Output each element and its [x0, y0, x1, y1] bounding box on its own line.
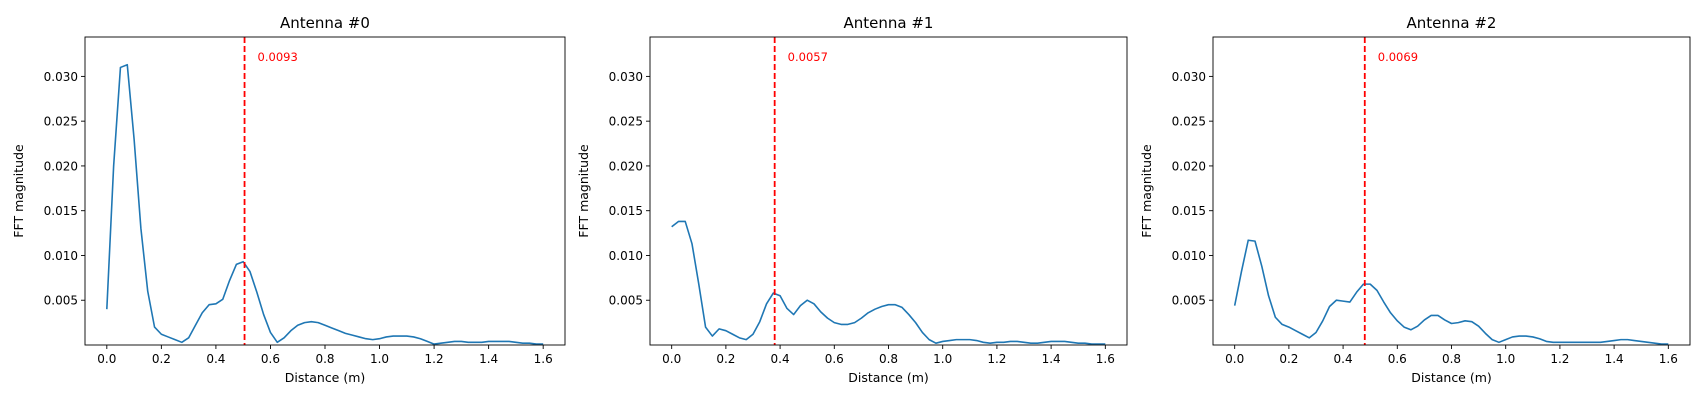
y-tick-label: 0.015 — [44, 204, 78, 218]
chart-panel-1: Antenna #1 0.0 0.2 0.4 0.6 0.8 1.0 1.2 1.4 1.6 0.0… — [576, 14, 1128, 385]
chart-title: Antenna #1 — [844, 14, 934, 32]
y-axis-label: FFT magnitude — [11, 144, 26, 238]
y-tick-label: 0.010 — [609, 249, 643, 263]
x-tick-label: 1.4 — [1042, 352, 1061, 366]
x-tick-label: 1.6 — [534, 352, 553, 366]
x-tick-label: 0.8 — [315, 352, 334, 366]
y-axis-label: FFT magnitude — [1139, 144, 1154, 238]
x-tick-label: 0.4 — [206, 352, 225, 366]
y-tick-label: 0.020 — [1172, 159, 1206, 173]
x-tick-label: 0.6 — [1388, 352, 1407, 366]
x-tick-label: 1.2 — [987, 352, 1006, 366]
y-tick-label: 0.015 — [609, 204, 643, 218]
series-line — [1233, 239, 1669, 345]
x-tick-label: 1.2 — [1550, 352, 1569, 366]
chart-title: Antenna #2 — [1407, 14, 1497, 32]
x-tick-label: 1.0 — [933, 352, 952, 366]
plot-frame — [84, 36, 566, 346]
peak-marker-label: 0.0057 — [788, 50, 828, 64]
x-axis-label: Distance (m) — [285, 370, 366, 385]
series-line — [671, 220, 1106, 345]
x-tick-label: 1.2 — [425, 352, 444, 366]
chart-title: Antenna #0 — [280, 14, 370, 32]
y-tick-label: 0.005 — [609, 294, 643, 308]
y-axis-label: FFT magnitude — [576, 144, 591, 238]
x-tick-label: 0.0 — [97, 352, 116, 366]
x-tick-label: 0.8 — [879, 352, 898, 366]
plot-frame — [1212, 36, 1691, 346]
x-tick-label: 1.6 — [1659, 352, 1678, 366]
x-tick-label: 1.4 — [1605, 352, 1624, 366]
x-tick-label: 0.2 — [1279, 352, 1298, 366]
peak-marker-label: 0.0069 — [1378, 50, 1418, 64]
x-tick-label: 0.2 — [716, 352, 735, 366]
x-axis-label: Distance (m) — [848, 370, 929, 385]
y-tick-label: 0.005 — [1172, 294, 1206, 308]
y-tick-label: 0.025 — [1172, 115, 1206, 129]
y-tick-label: 0.020 — [609, 159, 643, 173]
chart-panel-0: Antenna #0 0.0 0.2 0.4 0.6 0.8 1.0 1.2 1.4 1.6 0.0… — [11, 14, 566, 385]
x-tick-label: 0.0 — [662, 352, 681, 366]
x-tick-label: 1.4 — [479, 352, 498, 366]
x-tick-label: 0.8 — [1442, 352, 1461, 366]
x-tick-label: 0.6 — [825, 352, 844, 366]
chart-panel-2: Antenna #2 0.0 0.2 0.4 0.6 0.8 1.0 1.2 1.4 1.6 0.0… — [1139, 14, 1691, 385]
y-tick-label: 0.010 — [1172, 249, 1206, 263]
x-tick-label: 0.4 — [771, 352, 790, 366]
y-tick-label: 0.020 — [44, 159, 78, 173]
y-tick-label: 0.005 — [44, 294, 78, 308]
x-tick-label: 0.2 — [152, 352, 171, 366]
y-tick-label: 0.025 — [44, 115, 78, 129]
x-tick-label: 0.0 — [1225, 352, 1244, 366]
x-tick-label: 0.4 — [1334, 352, 1353, 366]
y-tick-label: 0.015 — [1172, 204, 1206, 218]
x-tick-label: 1.0 — [1496, 352, 1515, 366]
series-line — [106, 63, 544, 345]
y-tick-label: 0.030 — [609, 70, 643, 84]
x-tick-label: 1.6 — [1096, 352, 1115, 366]
peak-marker-label: 0.0093 — [258, 50, 298, 64]
x-tick-label: 0.6 — [261, 352, 280, 366]
y-tick-label: 0.030 — [1172, 70, 1206, 84]
x-tick-label: 1.0 — [370, 352, 389, 366]
plot-frame — [649, 36, 1128, 346]
y-tick-label: 0.030 — [44, 70, 78, 84]
x-axis-label: Distance (m) — [1411, 370, 1492, 385]
y-tick-label: 0.010 — [44, 249, 78, 263]
y-tick-label: 0.025 — [609, 115, 643, 129]
